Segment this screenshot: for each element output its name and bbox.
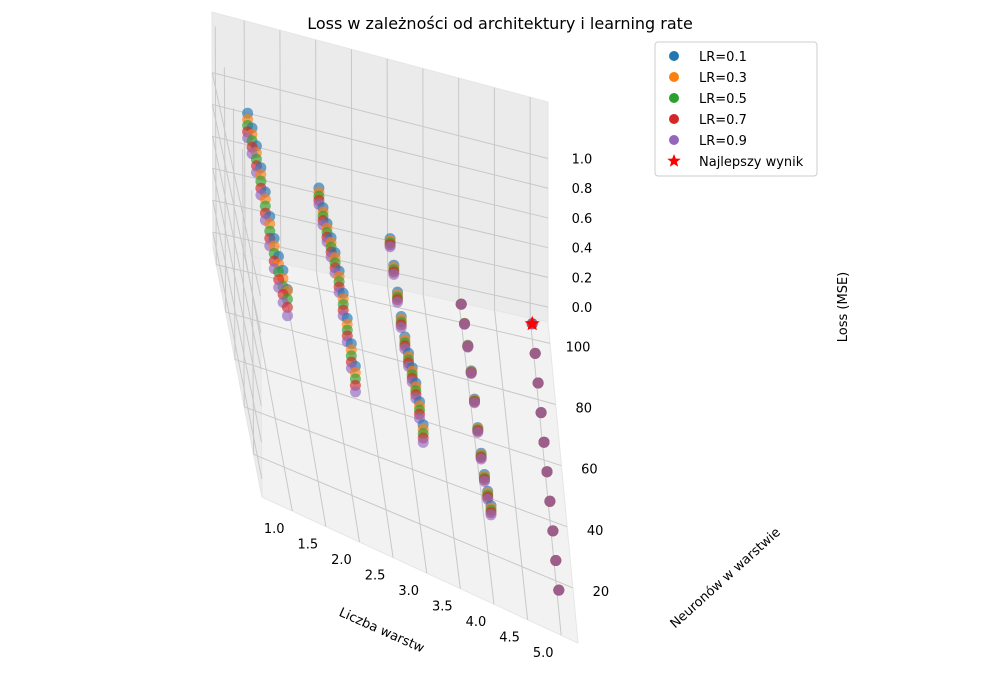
y-gridline <box>214 26 217 265</box>
y-tick-label: 40 <box>587 524 604 539</box>
legend-box <box>654 41 818 177</box>
legend-label: LR=0.1 <box>699 50 747 65</box>
legend-label: LR=0.3 <box>699 71 747 86</box>
data-point <box>553 584 565 596</box>
z-gridline <box>212 135 549 219</box>
x-tick-label: 1.5 <box>298 538 319 553</box>
y-gridline <box>225 311 556 406</box>
z-tick-label: 1.0 <box>572 152 593 167</box>
data-point <box>479 475 490 487</box>
x-tick-label: 3.5 <box>432 600 453 615</box>
data-point <box>459 318 470 330</box>
data-point <box>541 466 553 478</box>
z-gridline <box>212 200 263 443</box>
y-gridline <box>234 358 562 467</box>
x-gridline <box>494 310 529 620</box>
gridlines <box>211 20 574 636</box>
z-gridline <box>212 167 549 249</box>
right-back-pane <box>211 11 549 323</box>
y-gridline <box>232 108 236 360</box>
data-point <box>395 322 407 333</box>
x-gridline <box>351 278 394 558</box>
z-tick-label: 0.4 <box>572 242 593 257</box>
data-point <box>472 426 484 438</box>
z-gridline <box>212 72 549 159</box>
x-gridline <box>315 270 360 543</box>
x-tick-label: 4.5 <box>499 631 520 646</box>
data-point <box>529 347 541 359</box>
z-gridline <box>211 104 262 333</box>
z-tick-label: 0.2 <box>572 271 593 286</box>
x-tick-label: 5.0 <box>533 646 554 661</box>
x-gridline <box>315 39 317 271</box>
y-tick-label: 20 <box>593 585 610 600</box>
legend-label: LR=0.9 <box>699 134 747 149</box>
data-point <box>469 397 480 409</box>
tick-labels: 1.0 1.5 2.0 2.5 3.0 3.5 4.0 4.5 5.0 20 40 60 80 100 0.… <box>264 152 609 661</box>
data-point <box>475 453 487 465</box>
legend-label: LR=0.5 <box>699 92 747 107</box>
z-gridline <box>211 72 262 297</box>
legend-marker <box>669 135 679 145</box>
data-point <box>350 386 361 398</box>
z-tick-label: 0.8 <box>572 182 593 197</box>
legend-marker <box>669 51 679 61</box>
x-tick-label: 2.0 <box>331 553 352 568</box>
y-tick-label: 100 <box>566 340 591 355</box>
data-point <box>538 436 550 448</box>
axis-panes <box>211 11 579 644</box>
legend-label: LR=0.7 <box>699 113 747 128</box>
legend-marker <box>669 72 679 82</box>
data-point <box>462 341 474 353</box>
x-tick-label: 1.0 <box>264 522 285 537</box>
data-point <box>535 407 547 419</box>
y-tick-label: 60 <box>581 463 598 478</box>
x-gridline <box>387 286 428 574</box>
data-point <box>547 525 559 537</box>
data-point <box>417 436 429 448</box>
data-points <box>242 107 565 596</box>
data-point <box>485 509 497 521</box>
x-tick-label: 2.5 <box>365 569 386 584</box>
best-result-marker <box>524 315 540 331</box>
x-gridline <box>422 294 461 589</box>
y-gridline <box>223 67 227 313</box>
data-point <box>281 301 293 313</box>
legend: LR=0.1 LR=0.3 LR=0.5 LR=0.7 LR=0.9 Najlepszy … <box>654 41 818 177</box>
legend-marker <box>669 114 679 124</box>
y-axis-label: Neuronów w warstwie <box>668 525 784 632</box>
z-gridline <box>212 136 262 370</box>
z-axis-label: Loss (MSE) <box>836 272 851 342</box>
data-point <box>550 555 562 566</box>
data-point <box>388 268 400 280</box>
data-point <box>465 368 477 379</box>
data-point <box>384 241 396 253</box>
data-point <box>532 377 544 389</box>
x-gridline <box>350 49 353 279</box>
x-tick-label: 4.0 <box>466 615 487 630</box>
data-point <box>392 296 403 308</box>
data-point <box>455 298 467 310</box>
y-gridline <box>244 406 568 528</box>
chart-title: Loss w zależności od architektury i lear… <box>307 14 693 33</box>
z-tick-label: 0.6 <box>572 212 593 227</box>
y-gridline <box>216 264 551 344</box>
legend-marker-star <box>667 154 681 167</box>
data-point <box>282 310 293 322</box>
z-tick-label: 0.0 <box>572 301 593 316</box>
legend-label: Najlepszy wynik <box>699 155 804 170</box>
legend-marker <box>669 93 679 103</box>
data-point <box>544 495 556 507</box>
x-tick-label: 3.0 <box>398 584 419 599</box>
z-gridline <box>212 231 263 479</box>
y-tick-label: 80 <box>575 402 592 417</box>
x-axis-label: Liczba warstw <box>337 605 427 656</box>
z-gridline <box>212 104 549 189</box>
y-gridline <box>253 453 574 589</box>
y-gridline <box>242 149 245 407</box>
z-gridline <box>212 168 262 406</box>
x-gridline <box>279 30 282 263</box>
